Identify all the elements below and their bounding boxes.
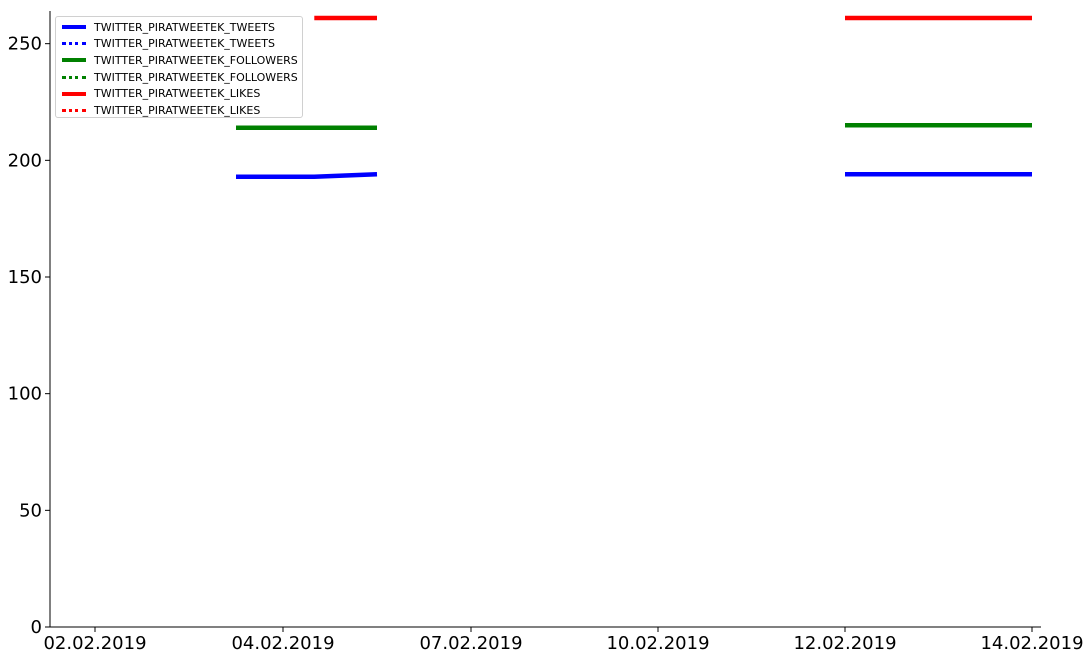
legend-label: TWITTER_PIRATWEETEK_LIKES (94, 103, 261, 117)
y-tick-label: 50 (19, 500, 42, 521)
y-tick-label: 100 (8, 384, 42, 405)
x-tick-label: 04.02.2019 (231, 633, 334, 654)
legend-item: TWITTER_PIRATWEETEK_LIKES (60, 85, 298, 102)
legend-item: TWITTER_PIRATWEETEK_TWEETS (60, 19, 298, 36)
legend-swatch (62, 91, 86, 96)
chart-axes: 0 50 100 150 200 250 02.02.2019 04.02.2019 07.02… (8, 11, 1084, 654)
legend-label: TWITTER_PIRATWEETEK_FOLLOWERS (94, 53, 298, 67)
y-tick-label: 150 (8, 267, 42, 288)
y-tick-label: 250 (8, 34, 42, 55)
legend-label: TWITTER_PIRATWEETEK_TWEETS (94, 20, 276, 34)
legend-item: TWITTER_PIRATWEETEK_TWEETS (60, 36, 298, 53)
y-tick-label: 200 (8, 150, 42, 171)
x-tick-label: 07.02.2019 (419, 633, 522, 654)
x-tick-label: 02.02.2019 (43, 633, 146, 654)
series-layer (236, 15, 1032, 179)
legend-swatch (62, 25, 86, 30)
legend-label: TWITTER_PIRATWEETEK_TWEETS (94, 37, 276, 51)
legend-item: TWITTER_PIRATWEETEK_FOLLOWERS (60, 69, 298, 86)
y-tick-label: 0 (31, 617, 42, 638)
legend-item: TWITTER_PIRATWEETEK_LIKES (60, 102, 298, 119)
x-tick-label: 14.02.2019 (980, 633, 1083, 654)
legend-swatch (62, 75, 86, 79)
x-tick-label: 12.02.2019 (793, 633, 896, 654)
legend-swatch (62, 42, 86, 46)
legend-swatch (62, 58, 86, 63)
x-tick-label: 10.02.2019 (606, 633, 709, 654)
series-line-twitter-piratweetek-tweets-1 (236, 172, 378, 179)
legend: TWITTER_PIRATWEETEK_TWEETS TWITTER_PIRATW… (55, 16, 303, 118)
legend-swatch (62, 108, 86, 112)
legend-label: TWITTER_PIRATWEETEK_LIKES (94, 87, 261, 101)
legend-label: TWITTER_PIRATWEETEK_FOLLOWERS (94, 70, 298, 84)
legend-item: TWITTER_PIRATWEETEK_FOLLOWERS (60, 52, 298, 69)
